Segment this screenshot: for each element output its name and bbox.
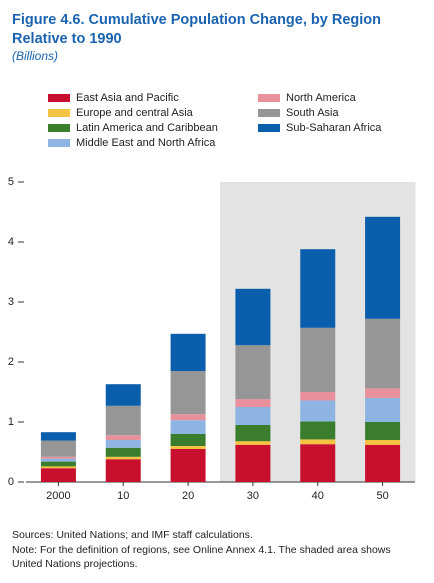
bar-segment — [40, 440, 76, 457]
bar-segment — [170, 446, 206, 449]
legend-swatch — [258, 109, 280, 117]
y-tick-label: 0 — [8, 476, 14, 488]
bar-segment — [105, 456, 141, 460]
x-tick-label: 10 — [117, 490, 129, 502]
legend-label: North America — [286, 92, 357, 104]
bar-segment — [365, 388, 401, 398]
bar-segment — [300, 400, 336, 422]
legend-label: Sub-Saharan Africa — [286, 122, 382, 134]
x-tick-label: 2000 — [46, 490, 70, 502]
bar-segment — [235, 407, 271, 425]
bar-segment — [170, 371, 206, 415]
legend-label: Europe and central Asia — [76, 107, 194, 119]
y-tick-label: 2 — [8, 356, 14, 368]
bar-segment — [40, 432, 76, 441]
legend-swatch — [258, 94, 280, 102]
bar-segment — [235, 345, 271, 400]
bar-segment — [40, 461, 76, 467]
bar-segment — [170, 434, 206, 446]
bar-segment — [40, 456, 76, 459]
legend-label: Latin America and Caribbean — [76, 122, 218, 134]
x-tick-label: 30 — [247, 490, 259, 502]
bar-segment — [235, 444, 271, 482]
bar-segment — [365, 440, 401, 445]
bar-segment — [105, 435, 141, 440]
bar-segment — [105, 405, 141, 436]
legend-label: East Asia and Pacific — [76, 92, 179, 104]
legend-swatch — [48, 109, 70, 117]
bar-segment — [40, 458, 76, 462]
bar-segment — [365, 444, 401, 482]
bar-segment — [40, 466, 76, 469]
x-tick-label: 20 — [182, 490, 194, 502]
bar-segment — [105, 459, 141, 482]
bar-segment — [40, 468, 76, 482]
bar-segment — [300, 421, 336, 440]
legend-swatch — [48, 139, 70, 147]
bar-segment — [365, 398, 401, 422]
y-tick-label: 5 — [8, 176, 14, 188]
bar-segment — [300, 327, 336, 392]
legend-swatch — [48, 94, 70, 102]
legend-swatch — [48, 124, 70, 132]
bar-segment — [105, 384, 141, 406]
x-tick-label: 50 — [376, 490, 388, 502]
y-tick-label: 3 — [8, 296, 14, 308]
bar-segment — [235, 399, 271, 407]
bar-segment — [365, 422, 401, 440]
chart-title: Figure 4.6. Cumulative Population Change… — [12, 12, 381, 28]
bar-segment — [300, 444, 336, 482]
bar-segment — [365, 318, 401, 389]
note: United Nations projections. — [12, 558, 137, 570]
bar-segment — [235, 288, 271, 346]
legend-label: Middle East and North Africa — [76, 137, 216, 149]
legend-swatch — [258, 124, 280, 132]
bar-segment — [300, 439, 336, 445]
y-tick-label: 1 — [8, 416, 14, 428]
note: Note: For the definition of regions, see… — [12, 544, 391, 556]
bar-segment — [170, 420, 206, 434]
legend-label: South Asia — [286, 107, 339, 119]
bar-segment — [235, 425, 271, 442]
bar-segment — [300, 249, 336, 328]
bar-segment — [105, 440, 141, 448]
bar-segment — [170, 414, 206, 421]
bar-segment — [300, 392, 336, 401]
bar-segment — [365, 216, 401, 319]
chart-subtitle: (Billions) — [12, 49, 58, 63]
chart-title: Relative to 1990 — [12, 31, 122, 47]
source-note: Sources: United Nations; and IMF staff c… — [12, 529, 253, 541]
bar-segment — [170, 333, 206, 371]
y-tick-label: 4 — [8, 236, 14, 248]
bar-segment — [105, 447, 141, 457]
x-tick-label: 40 — [312, 490, 324, 502]
bar-segment — [170, 449, 206, 482]
bar-segment — [235, 441, 271, 445]
